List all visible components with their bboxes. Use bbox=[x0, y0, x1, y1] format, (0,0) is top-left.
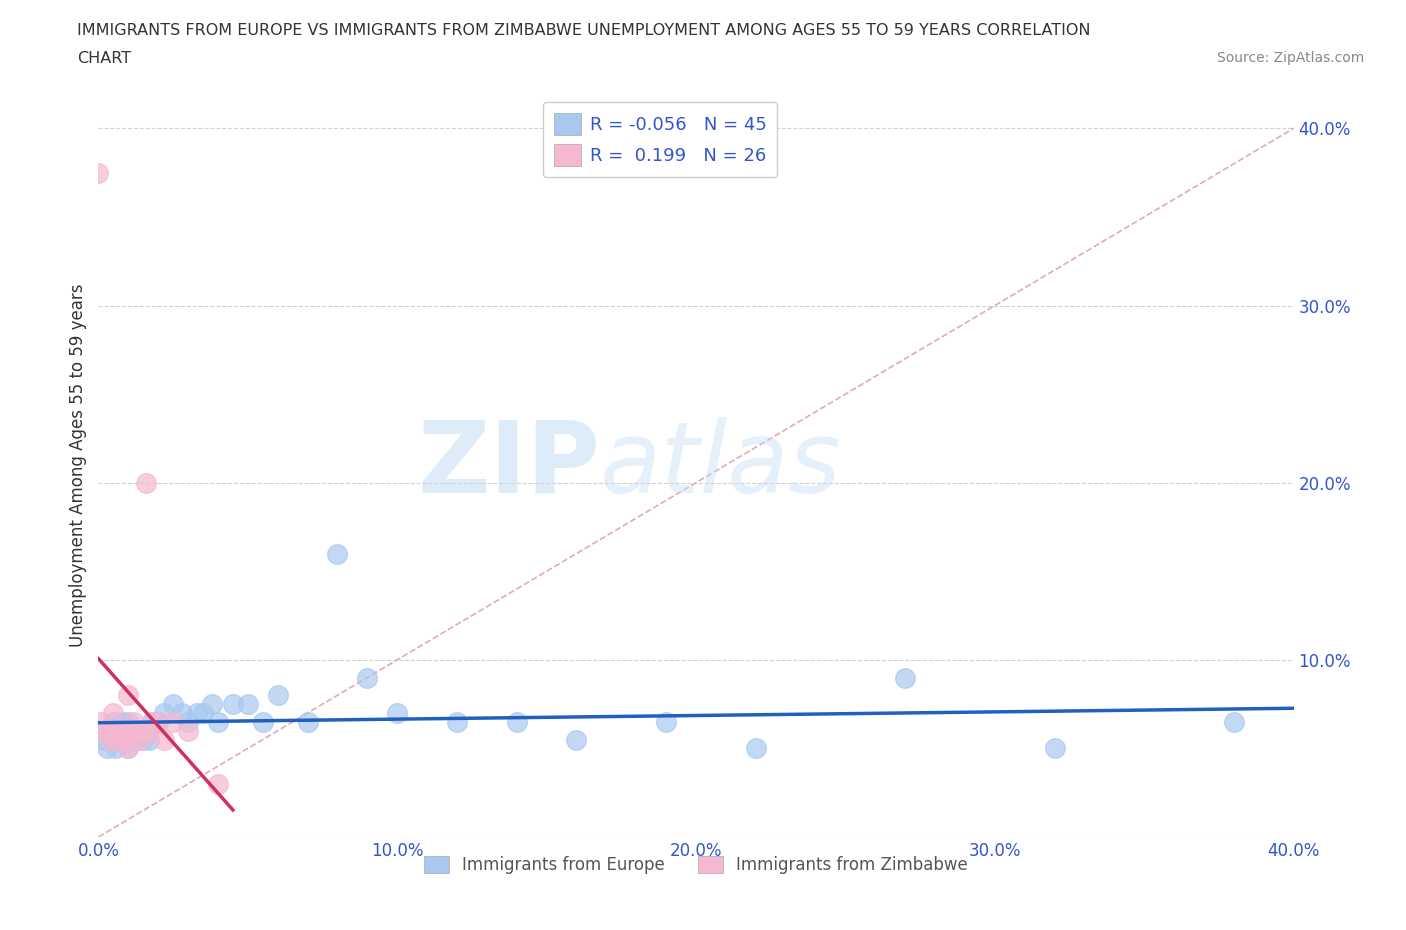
Point bbox=[446, 714, 468, 729]
Point bbox=[120, 724, 142, 738]
Text: atlas: atlas bbox=[600, 417, 842, 513]
Point bbox=[1043, 741, 1066, 756]
Point bbox=[96, 724, 118, 738]
Point bbox=[117, 688, 139, 703]
Point bbox=[172, 706, 194, 721]
Point bbox=[98, 732, 122, 747]
Point bbox=[127, 732, 149, 747]
Point bbox=[177, 714, 200, 729]
Point bbox=[141, 714, 163, 729]
Point bbox=[138, 732, 160, 747]
Point bbox=[129, 732, 152, 747]
Point bbox=[186, 706, 208, 721]
Point bbox=[117, 714, 139, 729]
Point bbox=[138, 724, 160, 738]
Point bbox=[153, 706, 176, 721]
Point bbox=[117, 741, 139, 756]
Point bbox=[127, 724, 149, 738]
Point bbox=[191, 706, 214, 721]
Point bbox=[103, 724, 125, 738]
Point bbox=[385, 706, 409, 721]
Point bbox=[98, 724, 122, 738]
Point bbox=[117, 741, 139, 756]
Point bbox=[114, 732, 136, 747]
Point bbox=[103, 732, 125, 747]
Point bbox=[252, 714, 274, 729]
Point bbox=[177, 724, 200, 738]
Point bbox=[132, 724, 155, 738]
Point bbox=[96, 741, 118, 756]
Point bbox=[655, 714, 678, 729]
Point bbox=[135, 724, 157, 738]
Text: Source: ZipAtlas.com: Source: ZipAtlas.com bbox=[1216, 51, 1364, 65]
Point bbox=[745, 741, 768, 756]
Point bbox=[111, 714, 134, 729]
Point bbox=[105, 741, 128, 756]
Point bbox=[162, 714, 184, 729]
Point bbox=[108, 724, 131, 738]
Point bbox=[132, 732, 155, 747]
Text: IMMIGRANTS FROM EUROPE VS IMMIGRANTS FROM ZIMBABWE UNEMPLOYMENT AMONG AGES 55 TO: IMMIGRANTS FROM EUROPE VS IMMIGRANTS FRO… bbox=[77, 23, 1091, 38]
Point bbox=[124, 724, 146, 738]
Point bbox=[129, 724, 152, 738]
Text: ZIP: ZIP bbox=[418, 417, 600, 513]
Point bbox=[93, 732, 115, 747]
Point bbox=[103, 706, 125, 721]
Point bbox=[222, 697, 245, 711]
Point bbox=[105, 732, 128, 747]
Point bbox=[565, 732, 588, 747]
Point bbox=[153, 732, 176, 747]
Point bbox=[87, 166, 110, 180]
Point bbox=[201, 697, 224, 711]
Point bbox=[236, 697, 259, 711]
Point bbox=[326, 546, 349, 561]
Point bbox=[120, 732, 142, 747]
Point bbox=[267, 688, 290, 703]
Point bbox=[108, 724, 131, 738]
Point bbox=[1223, 714, 1246, 729]
Point bbox=[162, 697, 184, 711]
Point bbox=[148, 714, 170, 729]
Point bbox=[93, 724, 115, 738]
Point bbox=[103, 714, 125, 729]
Point bbox=[124, 714, 146, 729]
Point bbox=[148, 714, 170, 729]
Y-axis label: Unemployment Among Ages 55 to 59 years: Unemployment Among Ages 55 to 59 years bbox=[69, 284, 87, 646]
Point bbox=[135, 475, 157, 490]
Point bbox=[207, 777, 229, 791]
Text: CHART: CHART bbox=[77, 51, 131, 66]
Point bbox=[356, 671, 378, 685]
Legend: Immigrants from Europe, Immigrants from Zimbabwe: Immigrants from Europe, Immigrants from … bbox=[418, 849, 974, 881]
Point bbox=[894, 671, 917, 685]
Point bbox=[90, 714, 112, 729]
Point bbox=[506, 714, 529, 729]
Point bbox=[111, 732, 134, 747]
Point bbox=[297, 714, 319, 729]
Point bbox=[111, 724, 134, 738]
Point bbox=[141, 714, 163, 729]
Point bbox=[114, 732, 136, 747]
Point bbox=[207, 714, 229, 729]
